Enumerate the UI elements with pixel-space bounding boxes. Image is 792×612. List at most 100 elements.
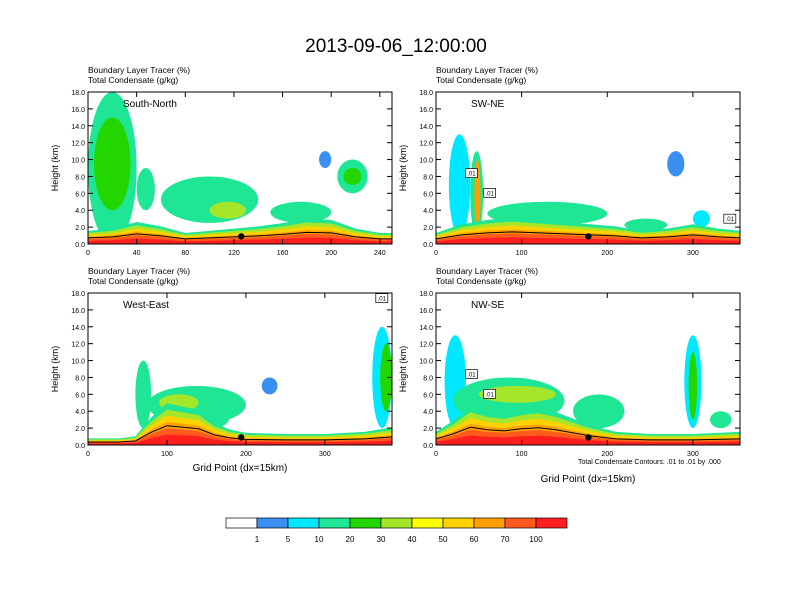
tracer-plume — [688, 352, 698, 420]
tracer-plume — [667, 151, 685, 177]
y-tick-label: 4.0 — [423, 208, 433, 215]
panel-title-line2: Total Condensate (g/kg) — [436, 75, 526, 85]
location-marker — [585, 233, 592, 240]
y-tick-label: 6.0 — [423, 191, 433, 198]
y-tick-label: 0.0 — [75, 242, 85, 249]
tracer-plume — [319, 151, 332, 168]
contour-label-box — [483, 389, 496, 399]
panel-title-line1: Boundary Layer Tracer (%) — [88, 65, 190, 75]
y-tick-label: 8.0 — [75, 375, 85, 382]
contour-label-box — [375, 293, 389, 303]
y-tick-label: 18.0 — [419, 90, 433, 97]
y-tick-label: 12.0 — [419, 342, 433, 349]
tracer-band — [88, 237, 392, 244]
plot-frame — [435, 91, 741, 245]
colorbar-label: 10 — [315, 535, 324, 544]
colorbar-swatch — [504, 517, 537, 529]
tracer-plume — [474, 159, 481, 236]
y-tick-label: 6.0 — [423, 392, 433, 399]
y-tick-label: 10.0 — [71, 158, 85, 165]
y-tick-label: 4.0 — [423, 409, 433, 416]
y-tick-label: 8.0 — [75, 174, 85, 181]
tracer-band — [88, 434, 392, 445]
colorbar-label: 20 — [346, 535, 355, 544]
tracer-field — [436, 335, 740, 445]
colorbar-swatch — [349, 517, 382, 529]
contour-footnote: Total Condensate Contours: .01 to .01 by… — [578, 459, 721, 466]
x-tick-label: 0 — [86, 451, 90, 458]
x-tick-label: 0 — [434, 451, 438, 458]
tracer-plume — [209, 201, 247, 219]
tracer-field — [436, 134, 740, 244]
colorbar-label: 5 — [286, 535, 291, 544]
y-tick-label: 18.0 — [71, 291, 85, 298]
colorbar-label: 1 — [255, 535, 260, 544]
condensate-contour — [88, 425, 392, 443]
panel-label: SW-NE — [471, 99, 504, 110]
contour-label-box — [465, 369, 478, 379]
panel-3: 0.0 2.0 4.0 6.0 8.0 10.0 12.0 14.0 16.0 18.0 0 100 2… — [50, 266, 393, 474]
panel-title-line2: Total Condensate (g/kg) — [88, 276, 178, 286]
tracer-plume — [160, 176, 259, 223]
y-axis-label: Height (km) — [398, 145, 408, 192]
x-tick-label: 200 — [601, 451, 613, 458]
panel-title-line2: Total Condensate (g/kg) — [436, 276, 526, 286]
figure-title: 2013-09-06_12:00:00 — [305, 36, 487, 57]
x-tick-label: 0 — [434, 250, 438, 257]
tracer-field — [88, 92, 392, 244]
colorbar-swatch — [318, 517, 351, 529]
location-marker — [585, 434, 592, 441]
x-axis-label: Grid Point (dx=15km) — [541, 474, 636, 485]
y-tick-label: 12.0 — [71, 141, 85, 148]
contour-label: .01 — [467, 172, 476, 178]
x-tick-label: 100 — [161, 451, 173, 458]
tracer-plume — [478, 385, 556, 403]
x-tick-label: 0 — [86, 250, 90, 257]
tracer-plume — [135, 360, 152, 429]
y-tick-label: 6.0 — [75, 191, 85, 198]
y-tick-label: 14.0 — [71, 325, 85, 332]
colorbar-label: 70 — [501, 535, 510, 544]
x-tick-label: 200 — [325, 250, 337, 257]
tracer-field — [88, 326, 392, 445]
tracer-plume — [573, 394, 625, 429]
y-tick-label: 14.0 — [71, 124, 85, 131]
y-tick-label: 12.0 — [71, 342, 85, 349]
panel-label: West-East — [123, 300, 169, 311]
tracer-plume — [136, 168, 155, 211]
tracer-plume — [270, 201, 332, 223]
panels: 0.0 2.0 4.0 6.0 8.0 10.0 12.0 14.0 16.0 18.0 0 40 80… — [50, 65, 741, 485]
panel-4: 0.0 2.0 4.0 6.0 8.0 10.0 12.0 14.0 16.0 18.0 0 100 2… — [398, 266, 741, 485]
contour-label: .01 — [378, 297, 387, 303]
location-marker — [238, 233, 245, 240]
tracer-band — [436, 237, 740, 244]
y-tick-label: 16.0 — [419, 308, 433, 315]
tracer-plume — [448, 134, 471, 236]
location-marker — [237, 434, 245, 441]
colorbar-swatch — [256, 517, 289, 529]
contour-label: .01 — [467, 373, 476, 379]
contour-label: .01 — [726, 217, 735, 223]
contour-label-box — [465, 168, 478, 178]
y-tick-label: 2.0 — [75, 426, 85, 433]
colorbar-swatch — [442, 517, 475, 529]
colorbar-label: 50 — [439, 535, 448, 544]
y-tick-label: 2.0 — [423, 426, 433, 433]
colorbar-swatch — [380, 517, 413, 529]
colorbar-label: 100 — [529, 535, 543, 544]
condensate-contour — [436, 426, 740, 441]
contour-label-box — [483, 188, 496, 198]
condensate-contour — [88, 231, 392, 240]
plot-frame — [87, 292, 393, 446]
colorbar-label: 60 — [470, 535, 479, 544]
panel-title-line2: Total Condensate (g/kg) — [88, 75, 178, 85]
y-tick-label: 18.0 — [71, 90, 85, 97]
panel-label: South-North — [123, 99, 177, 110]
colorbar-swatch — [473, 517, 506, 529]
y-tick-label: 4.0 — [75, 208, 85, 215]
y-tick-label: 6.0 — [75, 392, 85, 399]
x-tick-label: 200 — [601, 250, 613, 257]
x-tick-label: 120 — [228, 250, 240, 257]
x-tick-label: 200 — [240, 451, 252, 458]
